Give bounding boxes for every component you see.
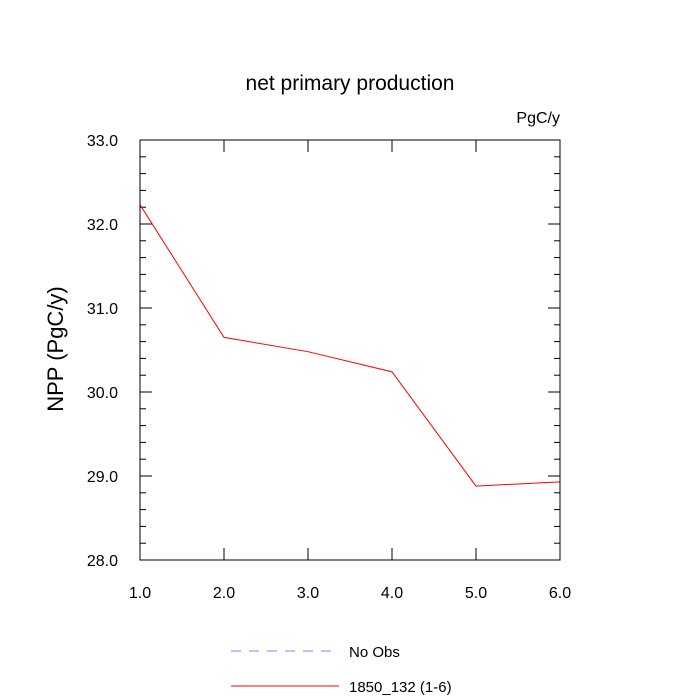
x-tick-label: 5.0 (465, 585, 487, 602)
plot-frame (139, 139, 561, 561)
x-tick-label: 2.0 (213, 585, 235, 602)
y-tick-label: 33.0 (87, 133, 118, 150)
tick-marks (139, 139, 561, 561)
series-lines (139, 204, 561, 487)
x-tick-label: 6.0 (549, 585, 571, 602)
x-tick-label: 3.0 (297, 585, 319, 602)
chart-title: net primary production (246, 72, 455, 95)
units-label: PgC/y (516, 110, 560, 127)
series-line (139, 204, 561, 487)
legend-label: 1850_132 (1-6) (349, 679, 452, 696)
y-tick-label: 31.0 (87, 301, 118, 318)
tick-labels: 1.0 2.0 3.0 4.0 5.0 6.0 28.0 29.0 30.0 31.0 32.0 33… (87, 133, 571, 602)
x-tick-label: 4.0 (381, 585, 403, 602)
y-tick-label: 32.0 (87, 217, 118, 234)
legend: No Obs 1850_132 (1-6) (231, 644, 452, 696)
x-tick-label: 1.0 (129, 585, 151, 602)
legend-label: No Obs (349, 644, 400, 661)
y-tick-label: 28.0 (87, 553, 118, 570)
y-tick-label: 30.0 (87, 385, 118, 402)
y-axis-label: NPP (PgC/y) (43, 286, 68, 412)
y-tick-label: 29.0 (87, 469, 118, 486)
